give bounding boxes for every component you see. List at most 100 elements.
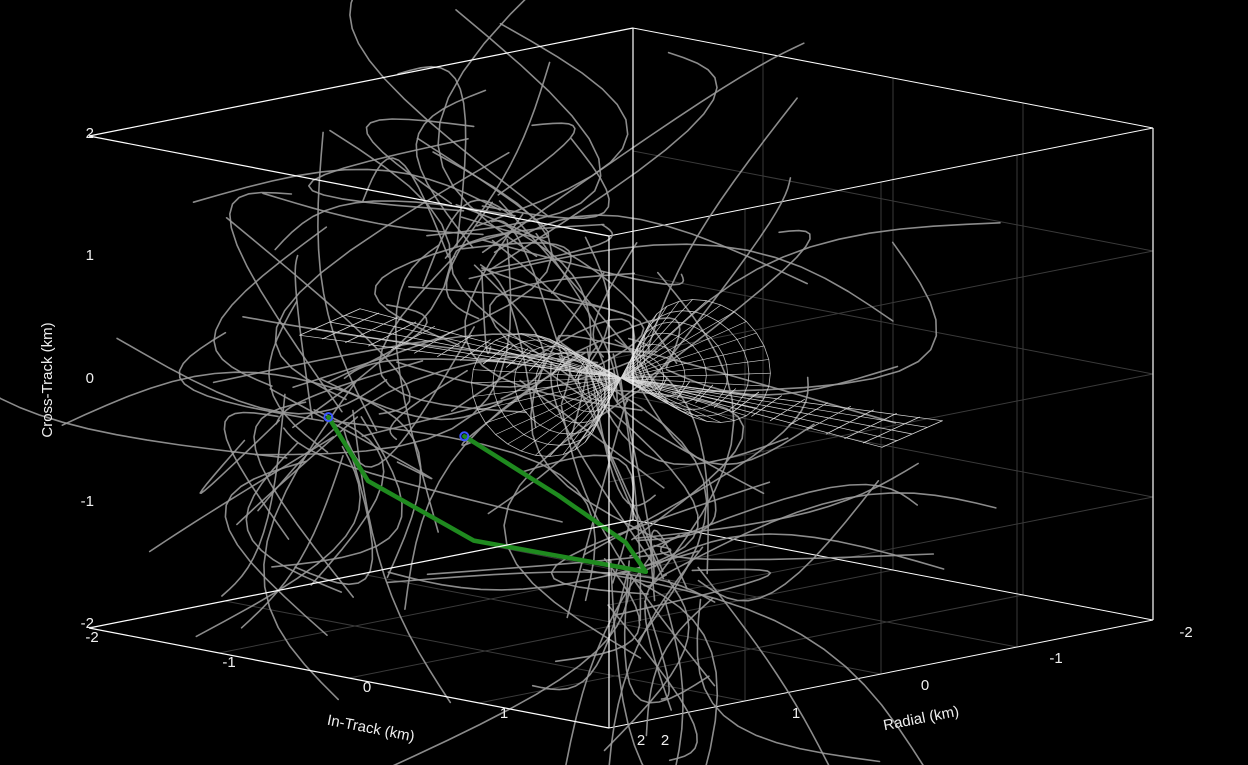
mesh-fan-edge: [620, 377, 898, 442]
mesh-fan-edge: [359, 308, 622, 379]
tick-label-cross-track: 0: [86, 370, 94, 387]
mesh-generator: [620, 332, 757, 379]
trajectory-path: [245, 442, 343, 593]
box-front-edges: [88, 27, 1154, 729]
grid-line: [348, 569, 894, 679]
box-edge: [632, 519, 1154, 621]
tick-label-in-track: -1: [222, 654, 235, 671]
grid-line: [632, 150, 1154, 252]
mesh-generator: [620, 377, 735, 421]
box-edge: [88, 27, 634, 137]
trajectory-path: [450, 223, 605, 385]
mesh-generator: [562, 345, 622, 379]
trajectory-path: [374, 231, 512, 347]
mesh-generator: [620, 359, 769, 379]
keep-out-mesh: [299, 299, 943, 457]
trajectory-path: [365, 118, 475, 205]
trajectory-path: [696, 598, 881, 763]
trajectory-path: [664, 599, 684, 765]
mesh-generator: [473, 377, 622, 397]
trajectory-path: [229, 191, 343, 413]
trajectory-path: [292, 129, 452, 429]
tick-label-cross-track: -1: [81, 493, 94, 510]
trajectory-path: [614, 568, 772, 617]
trajectory-path: [361, 337, 650, 437]
trajectory-path: [310, 408, 385, 586]
maneuver-path: [462, 434, 649, 575]
trajectory-path: [262, 192, 484, 236]
mesh-generator: [520, 333, 622, 379]
trajectory-path: [616, 229, 811, 403]
mesh-generator: [535, 377, 622, 456]
trajectory-path: [662, 492, 997, 576]
trajectory-path: [556, 334, 897, 424]
tick-label-in-track: -2: [85, 629, 98, 646]
trajectory-path: [565, 553, 653, 765]
trajectory-path: [195, 445, 362, 638]
tick-label-cross-track: 1: [86, 247, 94, 264]
mesh-generator: [620, 304, 722, 379]
mesh-generator: [471, 377, 622, 384]
trajectory-path: [697, 566, 830, 765]
trajectory-path: [610, 383, 765, 495]
trajectory-path: [61, 371, 355, 427]
mesh-fan-edge: [314, 328, 622, 379]
trajectory-path: [607, 604, 698, 762]
trajectory-path: [479, 264, 537, 429]
tick-label-in-track: 1: [500, 705, 508, 722]
trajectory-path: [614, 339, 710, 575]
trajectory-path: [481, 42, 805, 254]
mesh-generator: [620, 306, 668, 379]
trajectory-path: [697, 479, 880, 602]
trajectory-path: [549, 361, 656, 568]
trajectory-path: [444, 61, 551, 259]
trajectory-path: [587, 371, 789, 466]
mesh-fan-edge: [344, 314, 622, 379]
trajectory-path: [225, 217, 411, 415]
trajectory-path: [221, 393, 286, 597]
box-edge: [608, 619, 1154, 729]
trajectory-path: [274, 151, 510, 401]
trajectory-path: [445, 201, 494, 320]
trajectory-path: [583, 376, 809, 556]
trajectory-path: [566, 398, 629, 619]
trajectory-path: [647, 177, 792, 387]
mesh-generator: [574, 355, 622, 379]
trajectory-path: [586, 347, 656, 507]
mesh-generator: [620, 377, 680, 411]
trajectory-path: [550, 481, 771, 595]
tick-label-in-track: 2: [637, 732, 645, 749]
trajectory-path: [236, 416, 359, 526]
trajectory-path: [629, 483, 919, 557]
mesh-generator: [620, 375, 650, 379]
mesh-generator: [495, 377, 622, 435]
tick-label-in-track: 0: [363, 679, 371, 696]
trajectory-path: [282, 427, 563, 523]
trajectory-path: [609, 559, 644, 765]
trajectory-path: [271, 416, 403, 568]
trajectory-path: [558, 355, 664, 573]
trajectory-path: [623, 560, 710, 704]
tick-label-radial: 1: [792, 705, 800, 722]
trajectory-path: [590, 392, 699, 575]
mesh-generator: [620, 372, 771, 379]
mesh-generator: [520, 377, 622, 452]
trajectory-path: [426, 544, 672, 576]
tick-label-radial: -2: [1179, 624, 1192, 641]
trajectory-path: [481, 138, 610, 219]
trajectory-path: [476, 22, 629, 227]
trajectory-path: [347, 326, 475, 468]
box-edge: [88, 519, 634, 629]
in-track-ticks: -2 -1 0 1 2: [85, 629, 645, 749]
mesh-generator: [620, 345, 765, 379]
trajectory-path: [627, 222, 1001, 380]
marker-layer: [323, 412, 470, 442]
mesh-generator: [562, 377, 622, 455]
trajectory-path: [582, 568, 924, 765]
trajectory-path: [649, 271, 735, 587]
mesh-generator: [620, 313, 658, 379]
mesh-generator: [507, 335, 622, 379]
mesh-generator: [620, 377, 668, 401]
mesh-generator: [584, 377, 622, 443]
